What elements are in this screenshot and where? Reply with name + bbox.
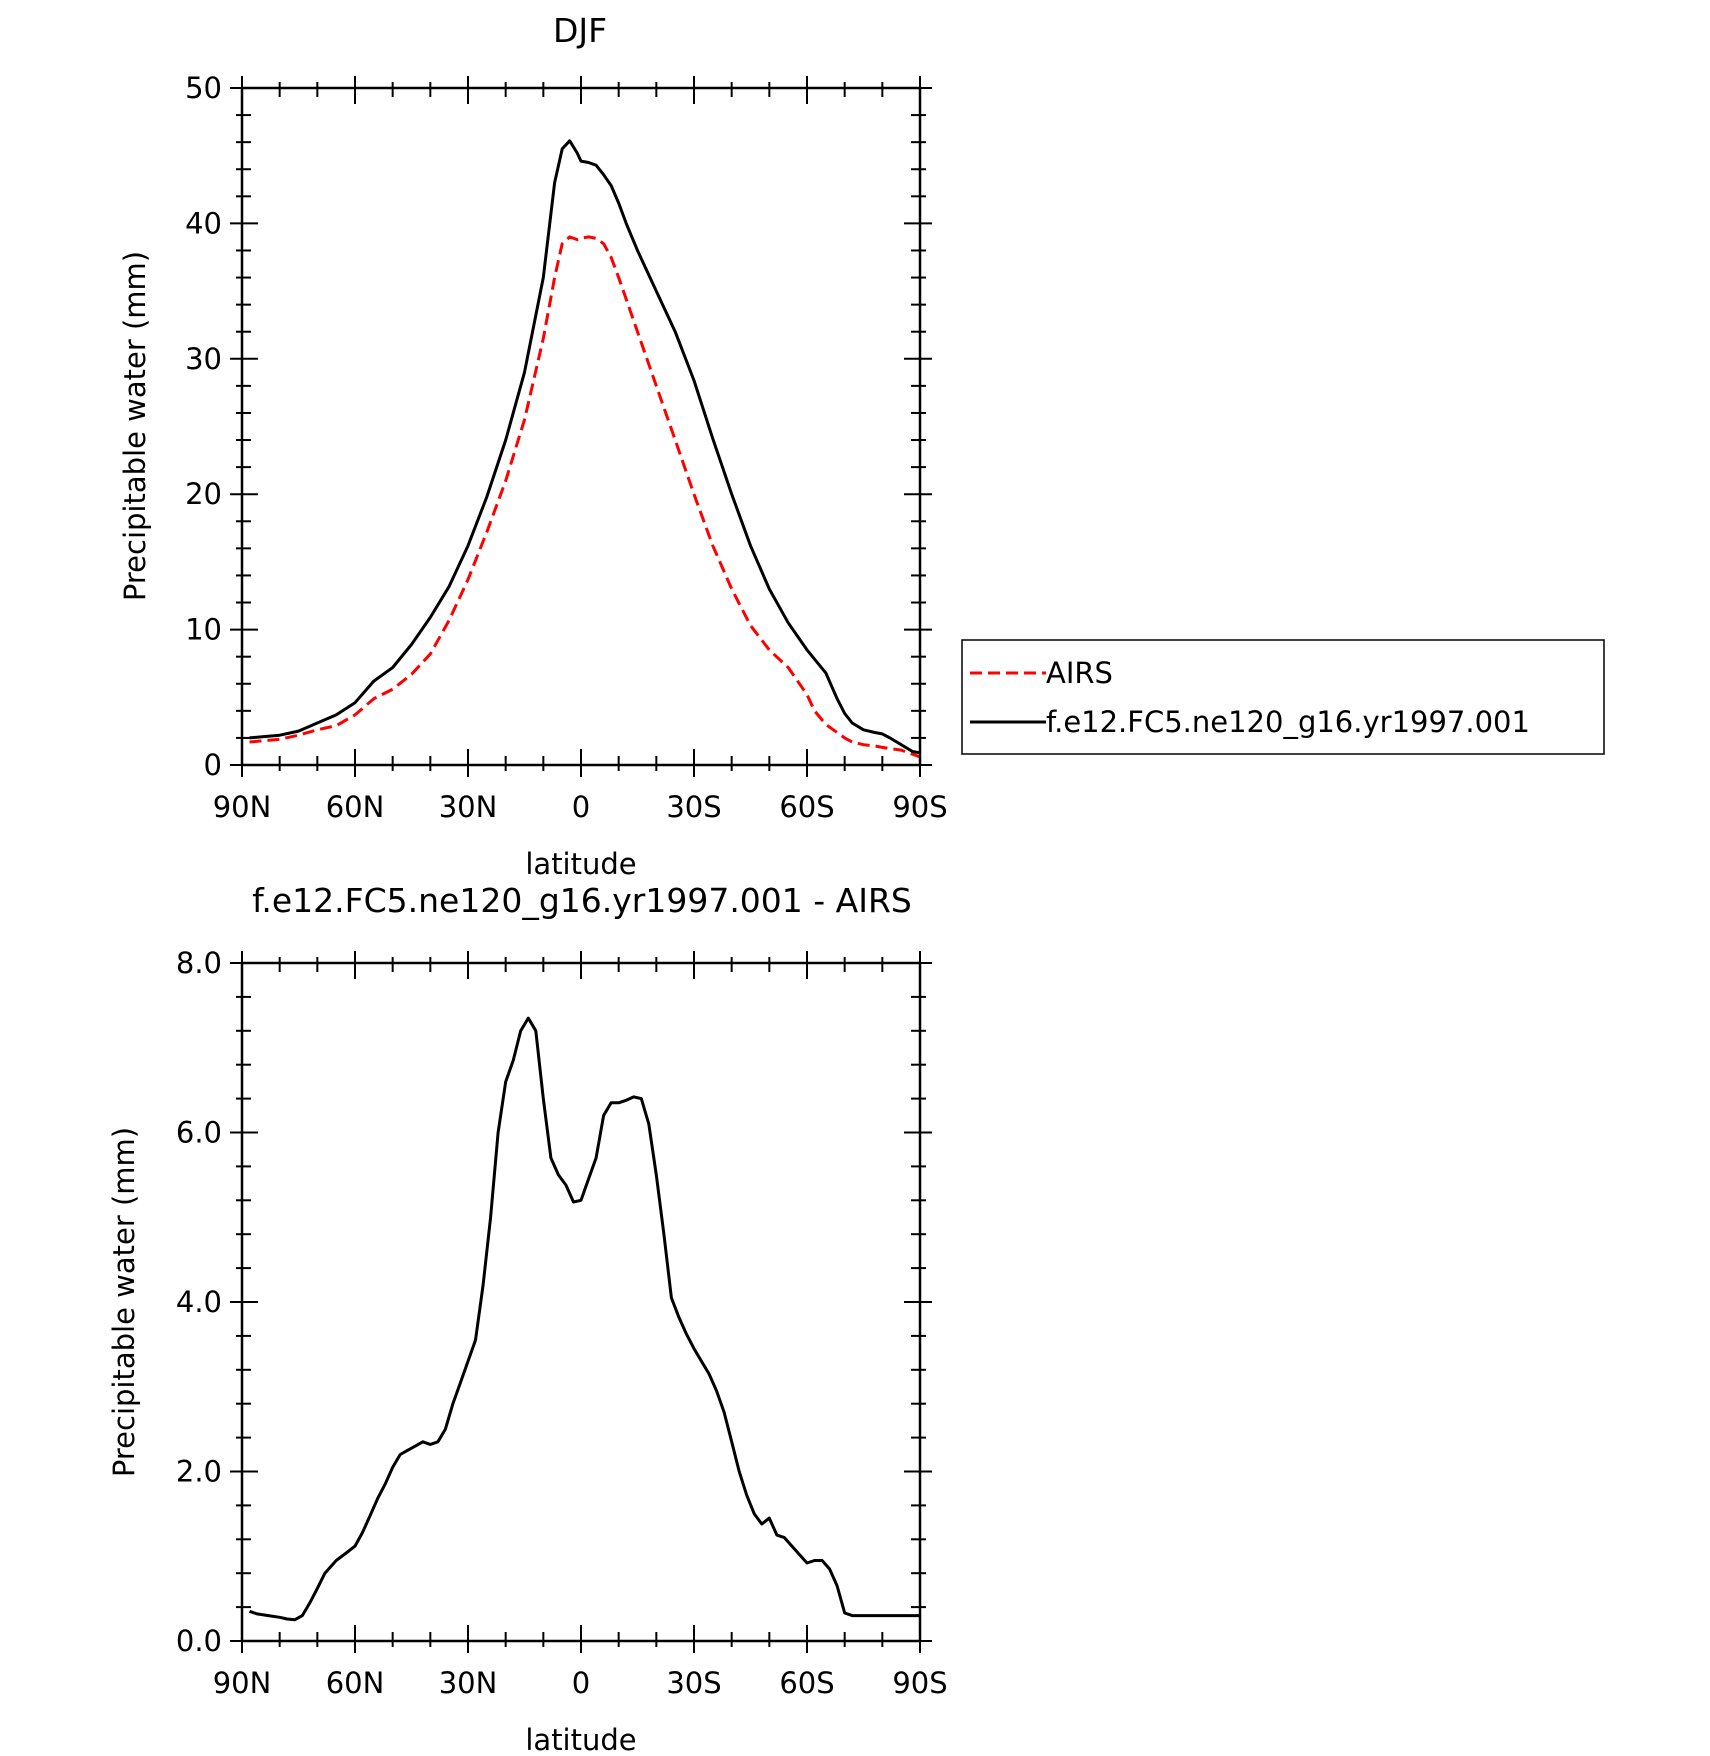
x-tick-label: 90S (892, 790, 947, 824)
legend-model-label: f.e12.FC5.ne120_g16.yr1997.001 (1046, 705, 1530, 739)
y-tick-label: 8.0 (176, 946, 222, 980)
bottom-chart-frame (240, 961, 922, 1643)
y-tick-label: 30 (185, 342, 222, 376)
top-chart-lines (249, 139, 921, 759)
x-tick-label: 90N (213, 1666, 272, 1700)
x-tick-label: 60S (779, 1666, 834, 1700)
y-tick-label: 40 (185, 206, 222, 240)
x-tick-label: 30N (439, 790, 498, 824)
x-tick-label: 30S (666, 1666, 721, 1700)
y-tick-label: 0.0 (176, 1624, 222, 1658)
x-tick-label: 30N (439, 1666, 498, 1700)
top-chart-frame (240, 86, 922, 767)
x-tick-label: 60S (779, 790, 834, 824)
x-tick-label: 60N (326, 1666, 385, 1700)
x-tick-label: 90N (213, 790, 272, 824)
top-chart-panel: DJF 90N 60N 30N 0 30S 60S 90S 0 10 20 30 40 50 lati… (118, 11, 948, 881)
bottom-chart-y-tick-labels: 0.0 2.0 4.0 6.0 8.0 (176, 946, 222, 1658)
x-tick-label: 0 (572, 1666, 590, 1700)
x-tick-label: 60N (326, 790, 385, 824)
legend-airs-label: AIRS (1046, 656, 1113, 690)
y-tick-label: 4.0 (176, 1285, 222, 1319)
top-chart-title: DJF (553, 11, 607, 50)
top-chart-y-axis-label: Precipitable water (mm) (118, 251, 152, 601)
bottom-chart-ticks (230, 951, 932, 1653)
top-chart-legend: AIRS f.e12.FC5.ne120_g16.yr1997.001 (961, 639, 1605, 755)
bottom-chart-y-axis-label: Precipitable water (mm) (107, 1127, 141, 1477)
bottom-chart-x-axis-label: latitude (525, 1723, 636, 1756)
x-tick-label: 90S (892, 1666, 947, 1700)
y-tick-label: 0 (204, 748, 222, 782)
bottom-chart-panel: f.e12.FC5.ne120_g16.yr1997.001 - AIRS 90… (107, 881, 948, 1756)
y-tick-label: 20 (185, 477, 222, 511)
legend-box (961, 639, 1605, 755)
bottom-chart-lines (249, 1016, 920, 1622)
x-tick-label: 30S (666, 790, 721, 824)
top-chart-x-axis-label: latitude (525, 847, 636, 881)
bottom-chart-title: f.e12.FC5.ne120_g16.yr1997.001 - AIRS (252, 881, 912, 920)
series-line-airs (249, 235, 921, 759)
y-tick-label: 10 (185, 613, 222, 647)
series-line-f-e12-fc5-ne120-g16-yr1997-001 (249, 139, 921, 755)
y-tick-label: 50 (185, 71, 222, 105)
y-tick-label: 6.0 (176, 1116, 222, 1150)
bottom-chart-x-tick-labels: 90N 60N 30N 0 30S 60S 90S (213, 1666, 948, 1700)
y-tick-label: 2.0 (176, 1455, 222, 1489)
series-line-difference-0 (249, 1016, 920, 1622)
x-tick-label: 0 (572, 790, 590, 824)
top-chart-y-tick-labels: 0 10 20 30 40 50 (185, 71, 222, 782)
top-chart-x-tick-labels: 90N 60N 30N 0 30S 60S 90S (213, 790, 948, 824)
